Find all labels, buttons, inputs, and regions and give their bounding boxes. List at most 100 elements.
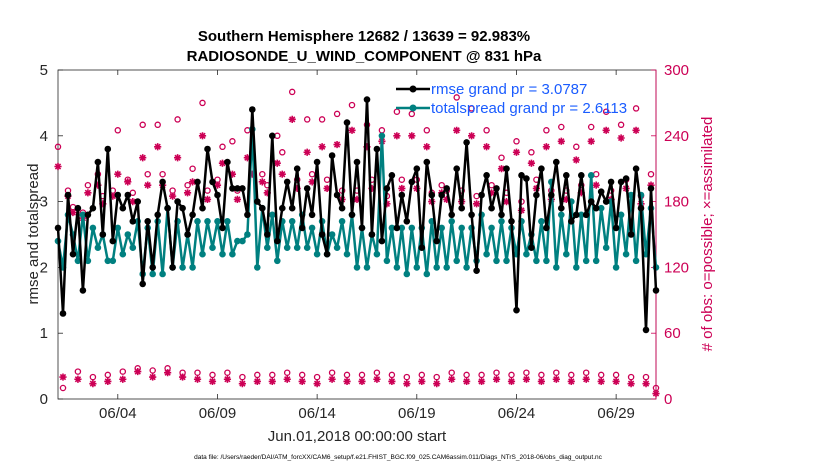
rmse-point: [363, 96, 371, 103]
totalspread-point: [159, 270, 166, 278]
obs-assimilated-point: [433, 380, 441, 388]
totalspread-point: [543, 257, 550, 265]
totalspread-point: [597, 204, 605, 212]
obs-possible-point: [423, 127, 431, 134]
legend-rmse-marker: [409, 85, 417, 93]
rmse-point: [587, 198, 595, 205]
obs-assimilated-point: [328, 375, 336, 383]
obs-assimilated-point: [238, 380, 246, 388]
rmse-point: [124, 191, 132, 199]
rmse-point: [84, 211, 92, 219]
totalspread-point: [582, 257, 590, 265]
totalspread-point: [104, 257, 112, 265]
y-tick-label: 0: [40, 391, 48, 408]
obs-assimilated-point: [203, 195, 212, 204]
obs-possible-point: [348, 101, 356, 109]
obs-possible-point: [632, 105, 640, 112]
rmse-point: [109, 237, 117, 245]
obs-possible-point: [448, 369, 455, 376]
rmse-point: [89, 204, 97, 212]
rmse-point: [398, 191, 406, 199]
rmse-point: [548, 191, 555, 199]
obs-possible-point: [184, 181, 191, 189]
obs-assimilated-point: [617, 134, 625, 142]
obs-assimilated-point: [69, 208, 77, 217]
rmse-point: [423, 158, 431, 166]
obs-assimilated-point: [453, 126, 461, 134]
totalspread-point: [483, 250, 490, 258]
rmse-point: [483, 172, 490, 179]
rmse-point: [144, 218, 151, 225]
obs-assimilated-point: [587, 137, 595, 145]
rmse-point: [428, 191, 436, 199]
totalspread-point: [204, 218, 211, 225]
obs-possible-point: [139, 121, 146, 129]
rmse-point: [184, 231, 191, 238]
x-axis-label: Jun.01,2018 00:00:00 start: [268, 428, 447, 445]
obs-possible-point: [538, 371, 545, 379]
y-tick-label: 2: [40, 259, 48, 276]
rmse-point: [597, 188, 605, 195]
rmse-point: [433, 237, 441, 245]
obs-assimilated-point: [318, 143, 326, 151]
obs-assimilated-point: [213, 181, 222, 189]
totalspread-point: [383, 257, 391, 265]
y-tick-label: 4: [40, 128, 48, 145]
totalspread-point: [239, 237, 246, 245]
totalspread-point: [573, 264, 580, 271]
y-axis-label-left: rmse and totalspread: [25, 164, 42, 305]
obs-assimilated-point: [293, 184, 301, 193]
totalspread-point: [553, 264, 560, 271]
obs-assimilated-point: [303, 148, 311, 156]
obs-assimilated-point: [477, 377, 486, 386]
rmse-point: [388, 172, 396, 179]
obs-assimilated-point: [223, 375, 232, 383]
rmse-point: [308, 211, 316, 219]
y-axis-right: 0 60 120 180 240 300: [651, 62, 689, 408]
data-file-footnote: data file: /Users/raeder/DAI/ATM_forcXX/…: [194, 454, 603, 461]
totalspread-point: [393, 264, 401, 271]
obs-possible-point: [313, 373, 321, 381]
obs-assimilated-point: [233, 195, 241, 204]
obs-assimilated-point: [403, 380, 411, 388]
obs-assimilated-point: [164, 369, 172, 377]
totalspread-point: [458, 224, 466, 232]
obs-possible-point: [174, 116, 181, 123]
obs-possible-point: [224, 369, 231, 376]
obs-assimilated-point: [298, 377, 306, 386]
obs-assimilated-point: [502, 198, 511, 206]
totalspread-point: [408, 224, 416, 232]
totalspread-point: [398, 224, 406, 232]
rmse-point: [627, 231, 635, 238]
obs-possible-point: [229, 138, 236, 145]
totalspread-point: [253, 264, 261, 271]
obs-possible-point: [219, 143, 226, 151]
rmse-point: [568, 218, 575, 225]
obs-assimilated-point: [482, 143, 491, 151]
rmse-point: [139, 280, 146, 288]
totalspread-point: [602, 244, 610, 251]
rmse-point: [348, 211, 356, 219]
rmse-point: [488, 204, 495, 212]
totalspread-point: [308, 224, 316, 232]
totalspread-point: [199, 250, 206, 258]
rmse-point: [269, 132, 276, 140]
totalspread-point: [503, 257, 510, 265]
y-tick-label: 1: [40, 325, 48, 342]
obs-assimilated-point: [104, 377, 112, 386]
obs-assimilated-point: [268, 377, 276, 386]
rmse-point: [79, 287, 87, 294]
rmse-point: [149, 264, 156, 271]
obs-possible-point: [553, 369, 560, 376]
totalspread-point: [617, 211, 625, 219]
obs-assimilated-point: [348, 126, 356, 134]
obs-possible-point: [298, 371, 306, 379]
obs-possible-point: [119, 368, 127, 375]
totalspread-point: [448, 218, 456, 225]
obs-assimilated-point: [144, 181, 152, 189]
totalspread-point: [89, 224, 97, 232]
totalspread-point: [378, 132, 386, 140]
rmse-point: [204, 145, 211, 153]
totalspread-point: [433, 264, 441, 271]
totalspread-point: [373, 250, 381, 258]
